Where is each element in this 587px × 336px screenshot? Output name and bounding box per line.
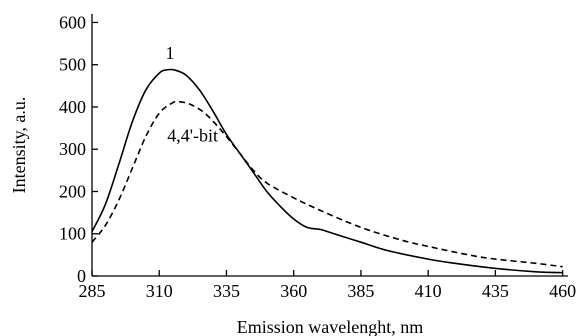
y-tick-label: 100	[59, 224, 86, 244]
x-tick-label: 435	[482, 281, 509, 301]
x-axis-title: Emission wavelenght, nm	[237, 317, 423, 336]
series-label-1: 1	[165, 43, 174, 63]
series-label-44bit: 4,4'-bit	[167, 125, 218, 145]
x-tick-label: 310	[146, 281, 173, 301]
x-tick-label: 410	[415, 281, 442, 301]
series-44bit-line	[91, 100, 563, 268]
y-axis-ticks: 0 100 200 300 400 500 600	[59, 12, 98, 286]
y-tick-label: 400	[59, 97, 86, 117]
y-axis-title: Intensity, a.u.	[9, 97, 29, 194]
x-axis-ticks: 285 310 335 360 385 410 435 460	[79, 270, 576, 301]
series-1-line	[91, 68, 563, 274]
x-tick-label: 385	[347, 281, 374, 301]
y-tick-label: 0	[77, 266, 86, 286]
y-tick-label: 300	[59, 139, 86, 159]
x-tick-label: 285	[79, 281, 106, 301]
x-tick-label: 360	[280, 281, 307, 301]
y-tick-label: 600	[59, 12, 86, 32]
y-tick-label: 500	[59, 55, 86, 75]
y-tick-label: 200	[59, 181, 86, 201]
series-layer	[91, 68, 563, 274]
x-tick-label: 335	[213, 281, 240, 301]
x-tick-label: 460	[549, 281, 576, 301]
